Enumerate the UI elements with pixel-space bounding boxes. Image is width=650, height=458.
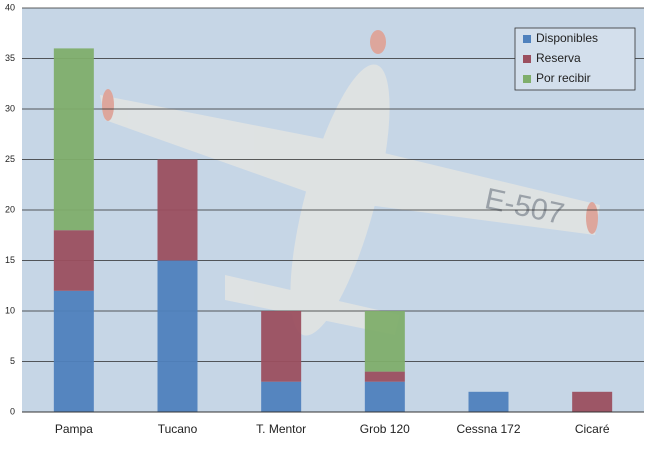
y-tick-label: 0 [10, 406, 15, 416]
y-tick-label: 20 [5, 204, 15, 214]
legend: Disponibles Reserva Por recibir [514, 27, 636, 91]
bar-segment [364, 381, 405, 412]
bar-segment [572, 391, 613, 412]
background-plane: E-507 [100, 30, 600, 336]
x-tick-label: Pampa [55, 422, 93, 436]
x-tick-label: Cicaré [575, 422, 610, 436]
bar-segment [53, 230, 94, 291]
bar-segment [364, 311, 405, 372]
x-tick-label: Grob 120 [360, 422, 410, 436]
x-tick-label: Tucano [158, 422, 198, 436]
bar-segment [468, 391, 509, 412]
legend-swatch [523, 35, 531, 43]
bar-segment [157, 260, 198, 412]
bar-segment [53, 48, 94, 231]
bar-segment [364, 371, 405, 382]
bar-segment [261, 381, 302, 412]
legend-swatch [523, 55, 531, 63]
y-tick-label: 25 [5, 154, 15, 164]
legend-label: Por recibir [536, 71, 591, 85]
bar-segment [157, 159, 198, 261]
y-tick-label: 30 [5, 103, 15, 113]
legend-swatch [523, 75, 531, 83]
y-tick-label: 10 [5, 305, 15, 315]
legend-label: Disponibles [536, 31, 598, 45]
bar-segment [261, 311, 302, 382]
bar-segment [53, 290, 94, 412]
y-tick-label: 5 [10, 356, 15, 366]
y-tick-label: 40 [5, 2, 15, 12]
x-tick-label: T. Mentor [256, 422, 306, 436]
x-tick-label: Cessna 172 [456, 422, 520, 436]
y-tick-label: 15 [5, 255, 15, 265]
y-tick-label: 35 [5, 53, 15, 63]
legend-box [514, 27, 636, 91]
legend-label: Reserva [536, 51, 581, 65]
